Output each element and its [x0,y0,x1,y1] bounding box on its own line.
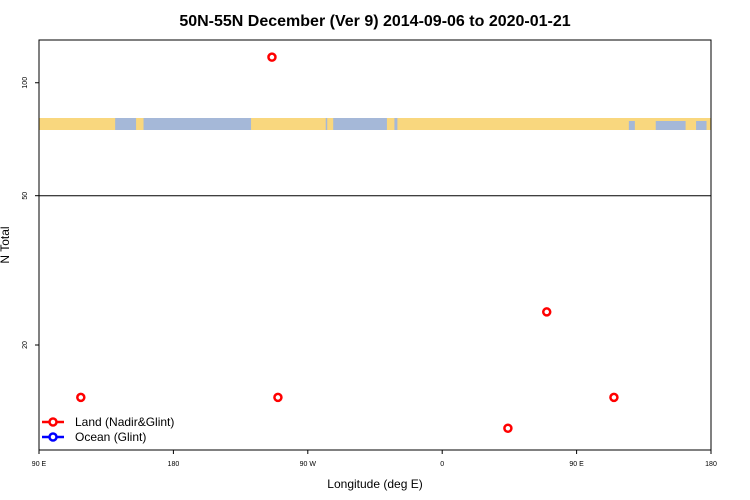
legend-label: Land (Nadir&Glint) [75,415,174,429]
land-segment [136,118,144,130]
data-point [541,307,552,317]
x-axis-label: Longitude (deg E) [327,477,422,491]
legend-marker [48,432,58,442]
data-point [267,52,277,62]
land-segment [251,118,326,130]
legend-label: Ocean (Glint) [75,430,146,444]
chart-title: 50N-55N December (Ver 9) 2014-09-06 to 2… [179,13,570,30]
data-point [273,392,283,403]
x-axis: 90 E 180 90 W 0 90 E 180 [32,450,717,468]
plot-frame [38,39,712,451]
y-tick-label: 20 [22,341,29,349]
x-tick-label: 180 [705,461,717,468]
data-point [503,423,513,433]
land-segment [327,118,334,130]
land-segment [386,118,395,130]
x-tick-label: 0 [440,461,444,468]
y-tick-label: 100 [22,77,29,89]
y-tick-label: 50 [22,192,29,200]
data-point [609,392,619,403]
ocean-segment [696,121,707,130]
ocean-segment [628,121,635,130]
legend: Land (Nadir&Glint)Ocean (Glint) [42,415,174,444]
x-tick-label: 180 [168,461,180,468]
ocean-segment [655,121,686,130]
legend-marker [48,417,58,427]
data-points [76,52,619,433]
data-point [76,392,86,403]
y-axis: 20 50 100 [22,77,39,349]
map-strip [39,118,711,130]
land-segment [39,118,116,130]
y-axis-label: N Total [0,226,12,263]
x-tick-label: 90 E [569,461,584,468]
x-tick-label: 90 E [32,461,47,468]
x-tick-label: 90 W [300,461,317,468]
